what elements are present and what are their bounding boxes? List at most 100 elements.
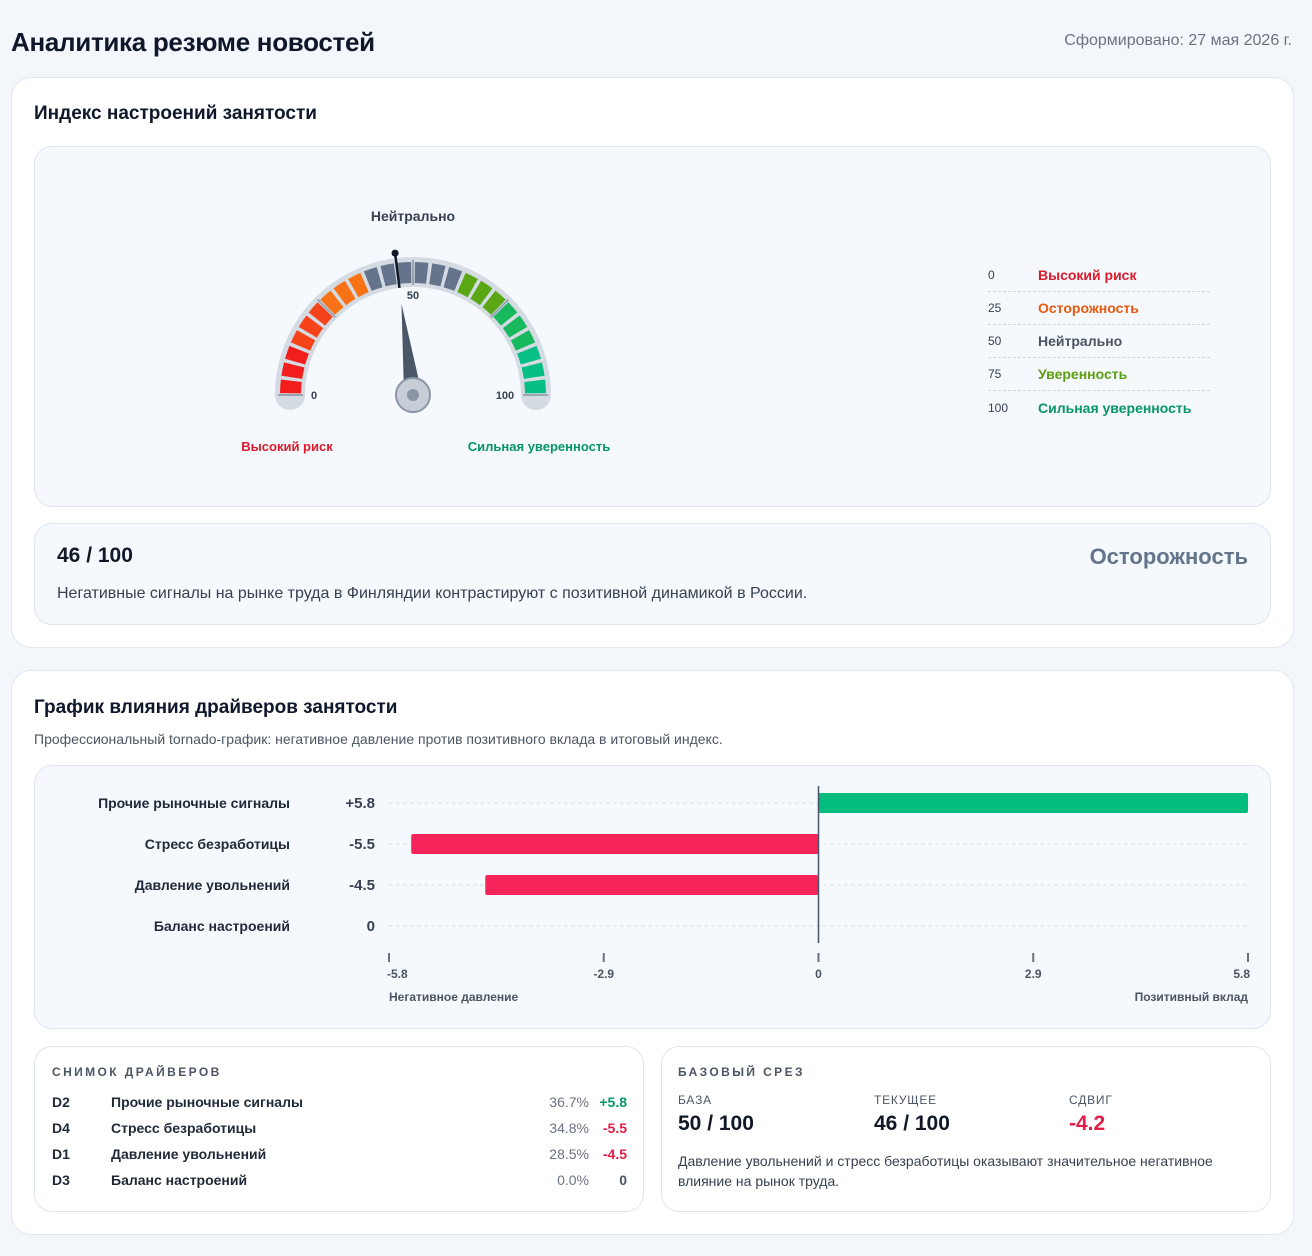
drivers-subtitle: Профессиональный tornado-график: негатив… xyxy=(34,731,723,747)
gauge-segment xyxy=(482,290,506,315)
snapshot-code: D4 xyxy=(52,1120,70,1136)
snapshot-row: D1 Давление увольнений 28.5% -4.5 xyxy=(52,1146,627,1166)
gauge-segment xyxy=(380,263,397,287)
baseline-note: Давление увольнений и стресс безработицы… xyxy=(678,1153,1213,1189)
gauge-right-label: Сильная уверенность xyxy=(468,439,610,454)
chart-value-label: -4.5 xyxy=(349,877,375,894)
legend-value: 100 xyxy=(988,400,1009,415)
chart-bar xyxy=(818,793,1248,813)
legend-label: Уверенность xyxy=(1038,366,1128,382)
snapshot-label: Прочие рыночные сигналы xyxy=(111,1094,303,1110)
gauge-tick-100: 100 xyxy=(496,390,514,402)
legend-row: 75 Уверенность xyxy=(988,358,1210,391)
chart-category-label: Давление увольнений xyxy=(135,877,290,893)
snapshot-row: D2 Прочие рыночные сигналы 36.7% +5.8 xyxy=(52,1094,627,1114)
chart-xtick-label: 0 xyxy=(815,967,822,981)
snapshot-delta: +5.8 xyxy=(599,1094,627,1110)
gauge-major-tick xyxy=(490,298,510,318)
summary-text: Негативные сигналы на рынке труда в Финл… xyxy=(57,585,808,602)
gauge-tick-50: 50 xyxy=(407,290,419,302)
baseline-shift: СДВИГ -4.2 xyxy=(1069,1093,1113,1136)
chart-bar xyxy=(485,875,819,895)
generated-date: Сформировано: 27 мая 2026 г. xyxy=(1064,32,1292,49)
baseline-current: ТЕКУЩЕЕ 46 / 100 xyxy=(874,1093,950,1136)
snapshot-title: СНИМОК ДРАЙВЕРОВ xyxy=(52,1065,222,1079)
legend-value: 50 xyxy=(988,334,1002,348)
gauge-top-label: Нейтрально xyxy=(371,208,455,224)
gauge-segment xyxy=(414,262,429,284)
snapshot-code: D1 xyxy=(52,1146,70,1162)
snapshot-label: Стресс безработицы xyxy=(111,1120,257,1136)
tornado-chart: Прочие рыночные сигналы +5.8 Стресс безраб… xyxy=(98,786,1250,1004)
chart-right-caption: Позитивный вклад xyxy=(1135,990,1249,1004)
legend-value: 25 xyxy=(988,301,1002,315)
drivers-card: График влияния драйверов занятости Профе… xyxy=(11,670,1294,1235)
legend-row: 50 Нейтрально xyxy=(988,325,1210,358)
score-state: Осторожность xyxy=(1089,544,1248,569)
gauge-major-tick xyxy=(316,298,336,318)
current-caption: ТЕКУЩЕЕ xyxy=(874,1093,937,1107)
gauge-segment xyxy=(493,302,518,326)
legend-row: 0 Высокий риск xyxy=(988,259,1210,292)
gauge-needle xyxy=(401,303,422,397)
gauge-segment xyxy=(298,315,324,338)
shift-value: -4.2 xyxy=(1069,1112,1106,1135)
snapshot-card: СНИМОК ДРАЙВЕРОВ D2 Прочие рыночные сигна… xyxy=(34,1046,644,1212)
chart-xtick-label: -5.8 xyxy=(387,967,408,981)
gauge-segment xyxy=(510,330,536,351)
base-caption: БАЗА xyxy=(678,1093,712,1107)
snapshot-delta: 0 xyxy=(619,1172,627,1188)
gauge-marker-dot xyxy=(391,249,399,257)
gauge-left-label: Высокий риск xyxy=(241,439,333,454)
page-title: Аналитика резюме новостей xyxy=(11,27,375,57)
gauge-legend: 0 Высокий риск 25 Осторожность 50 Нейтрально 7… xyxy=(988,259,1210,424)
chart-bar xyxy=(411,834,819,854)
gauge-segment xyxy=(517,345,541,365)
snapshot-row: D3 Баланс настроений 0.0% 0 xyxy=(52,1172,627,1192)
tornado-panel: Прочие рыночные сигналы +5.8 Стресс безраб… xyxy=(34,765,1271,1029)
current-value: 46 / 100 xyxy=(874,1112,950,1135)
gauge-segment xyxy=(429,263,446,287)
gauge-segment xyxy=(320,290,344,315)
gauge-segment xyxy=(290,330,316,351)
chart-category-label: Стресс безработицы xyxy=(145,836,290,852)
gauge-segment xyxy=(333,280,356,306)
gauge-segment xyxy=(348,272,369,298)
legend-label: Нейтрально xyxy=(1038,333,1123,349)
gauge-segment xyxy=(363,267,383,291)
gauge-segment xyxy=(397,262,412,284)
legend-label: Высокий риск xyxy=(1038,267,1137,283)
gauge-segment xyxy=(502,315,528,338)
snapshot-row: D4 Стресс безработицы 34.8% -5.5 xyxy=(52,1120,627,1140)
snapshot-code: D2 xyxy=(52,1094,70,1110)
gauge-segment xyxy=(285,345,309,365)
legend-label: Осторожность xyxy=(1038,300,1139,316)
snapshot-delta: -4.5 xyxy=(602,1146,627,1162)
legend-value: 0 xyxy=(988,268,995,282)
chart-category-label: Баланс настроений xyxy=(154,918,290,934)
snapshot-pct: 0.0% xyxy=(557,1172,589,1188)
sentiment-card-title: Индекс настроений занятости xyxy=(34,103,317,124)
gauge-tick-0: 0 xyxy=(311,390,317,402)
gauge-panel: Нейтрально 50 0 100 Высокий риск Сильная… xyxy=(34,146,1271,507)
snapshot-label: Баланс настроений xyxy=(111,1172,248,1188)
chart-value-label: -5.5 xyxy=(349,836,375,853)
shift-caption: СДВИГ xyxy=(1069,1093,1113,1107)
legend-row: 25 Осторожность xyxy=(988,292,1210,325)
chart-xtick-label: 5.8 xyxy=(1233,967,1250,981)
snapshot-delta: -5.5 xyxy=(602,1120,627,1136)
score-value: 46 / 100 xyxy=(57,544,133,567)
chart-xtick-label: 2.9 xyxy=(1025,967,1042,981)
gauge-segment xyxy=(443,267,463,291)
gauge-segment xyxy=(280,379,302,394)
base-value: 50 / 100 xyxy=(678,1112,754,1135)
gauge-segment xyxy=(470,280,493,306)
baseline-base: БАЗА 50 / 100 xyxy=(678,1093,754,1136)
gauge-value-marker xyxy=(393,252,401,289)
legend-row: 100 Сильная уверенность xyxy=(988,391,1210,424)
gauge-segment xyxy=(521,362,545,379)
sentiment-card: Индекс настроений занятости Нейтрально 5… xyxy=(11,77,1294,648)
chart-category-label: Прочие рыночные сигналы xyxy=(98,795,290,811)
summary-panel: 46 / 100 Осторожность Негативные сигналы… xyxy=(34,523,1271,625)
gauge-segment xyxy=(457,272,478,298)
